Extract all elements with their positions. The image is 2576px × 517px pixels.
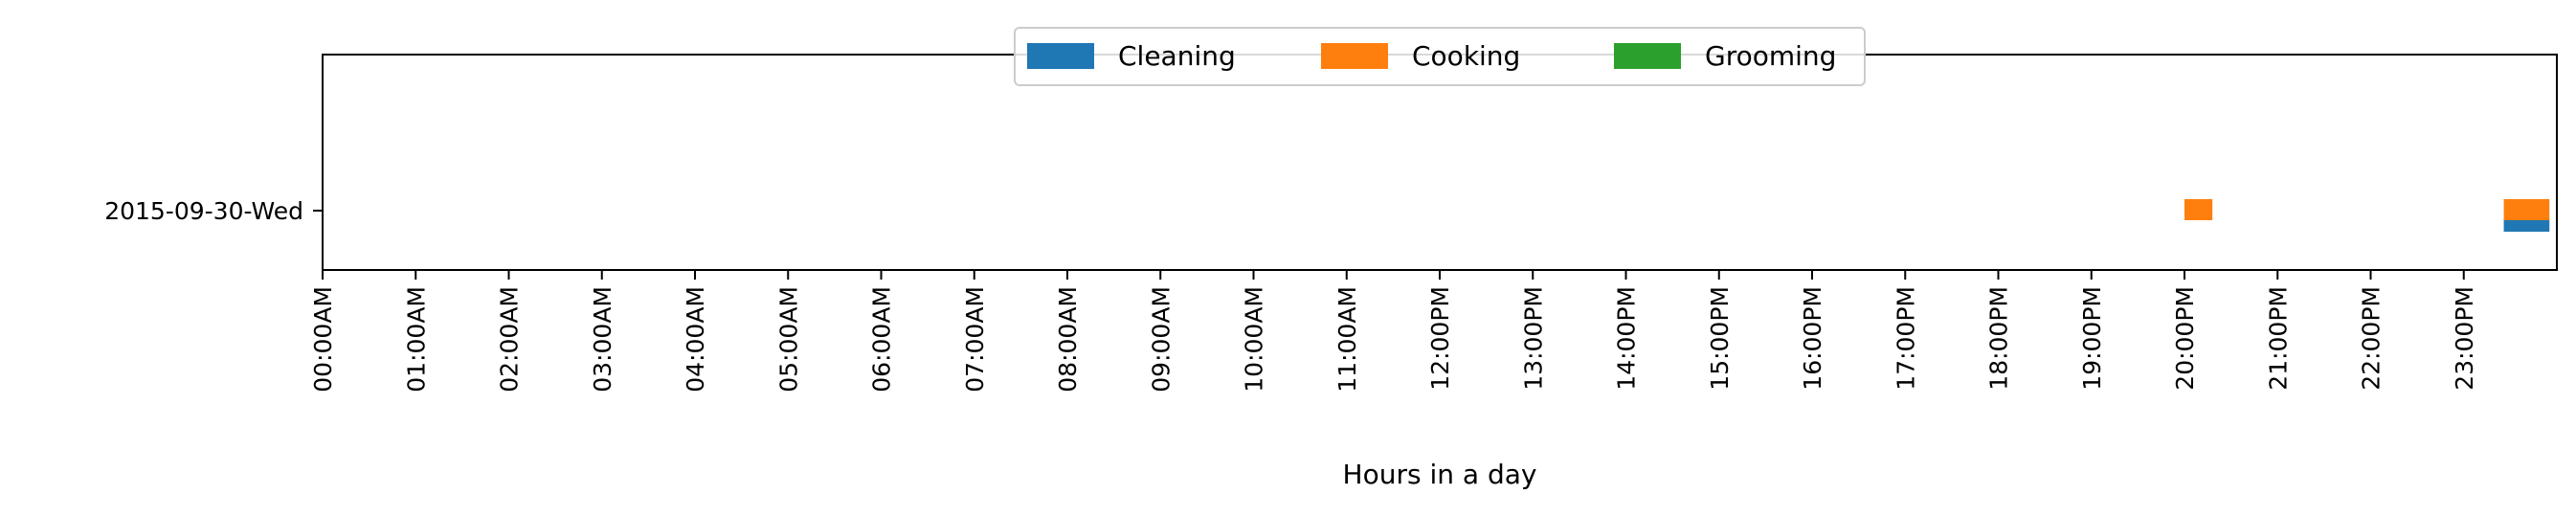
x-tick-label: 11:00AM <box>1333 286 1361 393</box>
x-tick-label: 21:00PM <box>2264 286 2292 391</box>
x-tick-label: 03:00AM <box>589 286 616 393</box>
bars-layer <box>2184 199 2550 232</box>
x-tick-label: 02:00AM <box>496 286 524 393</box>
legend-swatch-grooming <box>1614 43 1681 69</box>
legend: Cleaning Cooking Grooming <box>1014 27 1866 86</box>
x-tick-label: 07:00AM <box>961 286 989 393</box>
axes-frame <box>322 54 2558 271</box>
x-tick-label: 19:00PM <box>2078 286 2106 391</box>
x-tick-label: 16:00PM <box>1799 286 1826 391</box>
x-tick-label: 20:00PM <box>2171 286 2199 391</box>
bar-cleaning-0 <box>2503 218 2550 232</box>
legend-box <box>1014 27 1866 86</box>
x-tick-label: 10:00AM <box>1241 286 1268 393</box>
y-axis: 2015-09-30-Wed <box>104 197 323 225</box>
x-tick-label: 23:00PM <box>2451 286 2478 391</box>
legend-label-grooming: Grooming <box>1705 40 1836 72</box>
x-tick-label: 00:00AM <box>309 286 337 393</box>
x-tick-label: 06:00AM <box>868 286 896 393</box>
legend-label-cooking: Cooking <box>1412 40 1520 72</box>
x-tick-label: 22:00PM <box>2358 286 2386 391</box>
x-tick-label: 17:00PM <box>1892 286 1919 391</box>
x-tick-label: 09:00AM <box>1147 286 1175 393</box>
x-tick-label: 12:00PM <box>1426 286 1454 391</box>
legend-swatch-cooking <box>1321 43 1388 69</box>
x-tick-label: 15:00PM <box>1706 286 1734 391</box>
x-tick-label: 18:00PM <box>1985 286 2013 391</box>
legend-label-cleaning: Cleaning <box>1118 40 1236 72</box>
x-tick-label: 13:00PM <box>1519 286 1547 391</box>
x-axis-label: Hours in a day <box>1343 459 1537 490</box>
legend-swatch-cleaning <box>1027 43 1094 69</box>
bar-cooking-1 <box>2503 199 2550 220</box>
x-tick-label: 04:00AM <box>682 286 709 393</box>
x-axis: 00:00AM 01:00AM 02:00AM 03:00AM 04:00AM 05:00… <box>309 270 2478 393</box>
bar-cooking-0 <box>2184 199 2213 220</box>
x-tick-label: 05:00AM <box>774 286 802 393</box>
x-tick-label: 14:00PM <box>1613 286 1641 391</box>
y-tick-label: 2015-09-30-Wed <box>104 197 303 225</box>
x-tick-label: 08:00AM <box>1054 286 1082 393</box>
x-tick-label: 01:00AM <box>402 286 430 393</box>
